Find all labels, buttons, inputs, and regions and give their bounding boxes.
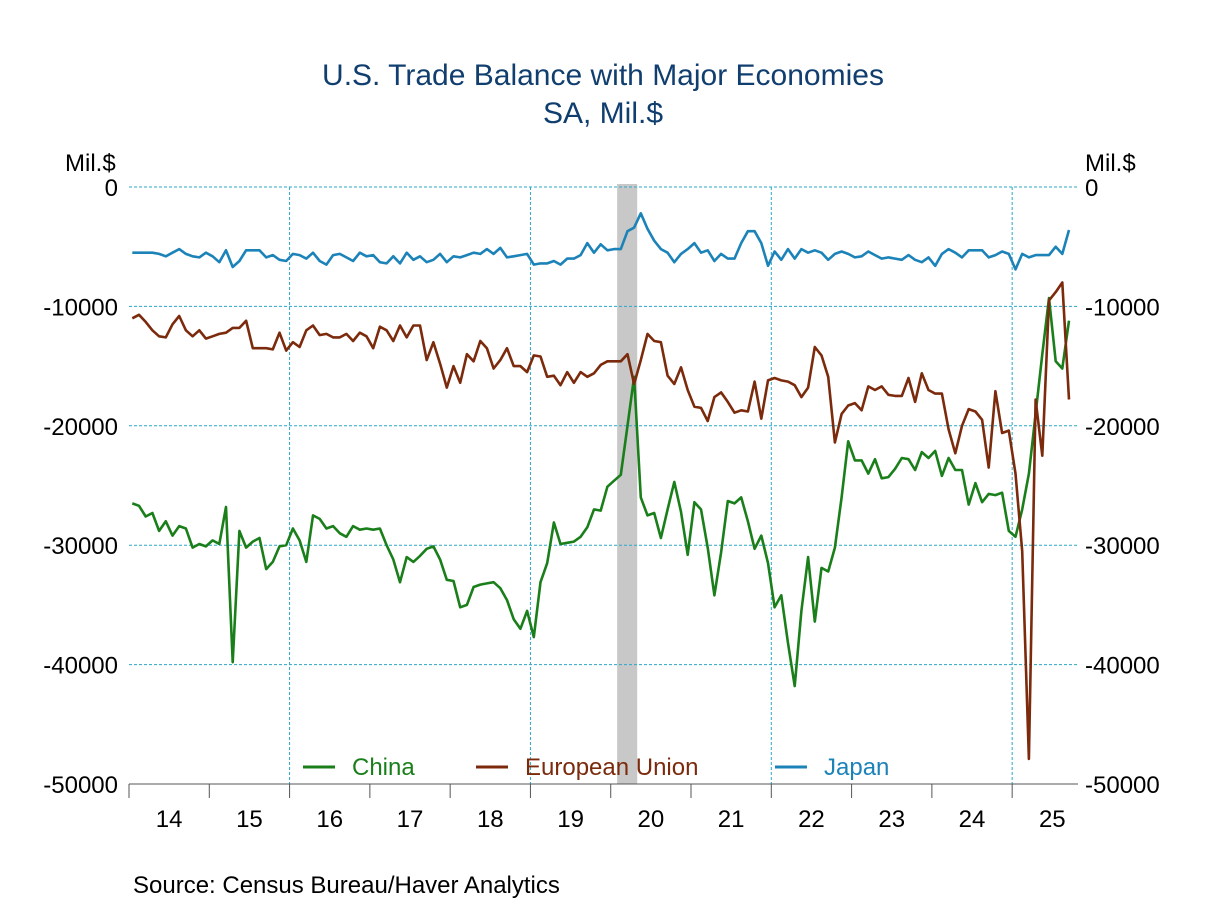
right-y-tick-label: -30000 [1085,533,1160,560]
left-y-tick-label: -50000 [43,772,118,799]
x-tick-label: 17 [397,806,424,833]
left-y-tick-label: -40000 [43,653,118,680]
right-y-tick-label: -50000 [1085,772,1160,799]
x-tick-label: 20 [638,806,665,833]
x-tick-label: 16 [316,806,343,833]
x-tick-label: 19 [557,806,584,833]
x-tick-label: 25 [1039,806,1066,833]
x-tick-label: 18 [477,806,504,833]
right-y-tick-label: -10000 [1085,294,1160,321]
left-y-tick-label: -10000 [43,294,118,321]
x-tick-label: 15 [236,806,263,833]
series-line-japan [132,212,1071,271]
x-tick-label: 21 [718,806,745,833]
chart-title: U.S. Trade Balance with Major Economies [322,59,884,92]
right-y-tick-label: -20000 [1085,414,1160,441]
legend-label-european-union: European Union [525,754,698,781]
x-tick-label: 24 [959,806,986,833]
source-note: Source: Census Bureau/Haver Analytics [133,872,560,899]
left-y-tick-label: -20000 [43,414,118,441]
left-y-tick-label: -30000 [43,533,118,560]
legend-label-china: China [352,754,415,781]
x-tick-label: 22 [798,806,825,833]
right-y-tick-label: 0 [1085,175,1098,202]
recession-shading [617,184,638,784]
series-line-european-union [131,281,1071,761]
series-line-china [131,296,1071,688]
right-axis-unit-label: Mil.$ [1085,150,1136,177]
legend-label-japan: Japan [824,754,889,781]
x-tick-label: 14 [156,806,183,833]
left-axis-unit-label: Mil.$ [65,150,116,177]
x-tick-label: 23 [878,806,905,833]
right-y-tick-label: -40000 [1085,653,1160,680]
left-y-tick-label: 0 [105,175,118,202]
chart-subtitle: SA, Mil.$ [543,97,663,130]
